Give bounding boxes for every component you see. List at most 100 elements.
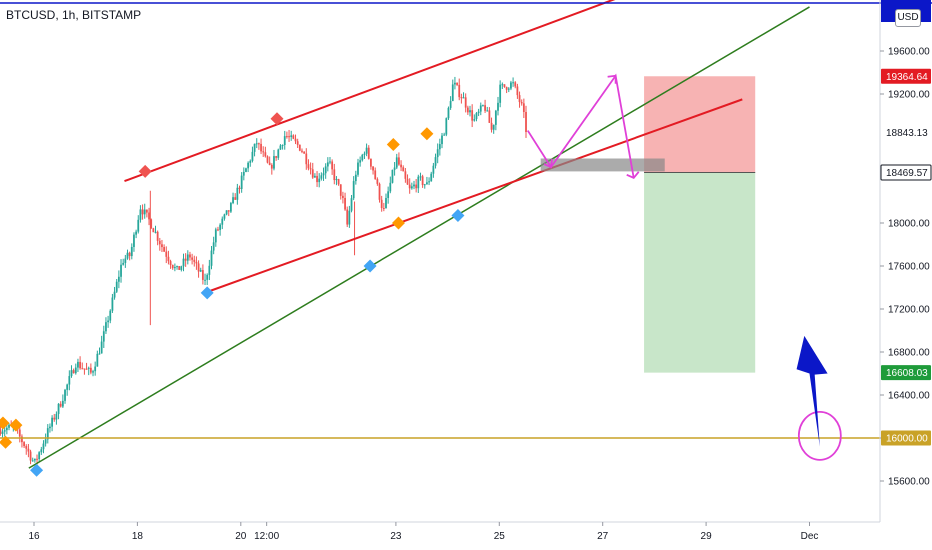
- price-axis[interactable]: 15600.00 16000.00 16400.00 16800.00 17200.00…: [880, 47, 930, 488]
- candle-body: [61, 400, 64, 407]
- x-tick-label: 18: [132, 531, 144, 542]
- candle-body: [193, 259, 196, 262]
- y-tick-label: 19600.00: [888, 47, 930, 58]
- candle-body: [122, 262, 125, 265]
- candle-body: [117, 276, 120, 282]
- candle-body: [281, 144, 284, 146]
- candle-body: [197, 263, 200, 272]
- candle-body: [68, 376, 71, 385]
- currency-button[interactable]: USD: [895, 9, 921, 27]
- red-diamond-marker: [270, 112, 284, 126]
- y-tick-label: 15600.00: [888, 477, 930, 488]
- candle-body: [44, 439, 47, 444]
- candle-body: [232, 197, 234, 204]
- candle-body: [398, 157, 400, 165]
- candle-body: [36, 458, 38, 460]
- stop-loss-zone[interactable]: [644, 76, 756, 173]
- candle-body: [344, 197, 346, 210]
- candle-body: [458, 84, 461, 98]
- candle-body: [484, 105, 486, 111]
- candle-body: [494, 110, 497, 125]
- channel-upper-line[interactable]: [124, 0, 628, 183]
- annotation-layer: [526, 73, 842, 461]
- candle-body: [49, 426, 51, 429]
- candle-body: [423, 184, 426, 186]
- candle-body: [451, 84, 454, 102]
- candle-body: [262, 151, 265, 153]
- candle-body: [406, 178, 409, 185]
- candle-body: [242, 171, 245, 176]
- candle-body: [85, 368, 88, 370]
- candle-body: [72, 370, 75, 374]
- symbol-title[interactable]: BTCUSD, 1h, BITSTAMP: [6, 8, 142, 22]
- orange-diamond-marker: [420, 127, 434, 141]
- blue-diamond-marker: [363, 259, 377, 273]
- candle-body: [395, 157, 398, 168]
- candle-body: [438, 144, 441, 150]
- candle-body: [208, 265, 211, 275]
- candle-body: [305, 153, 308, 165]
- y-tick-label: 16400.00: [888, 391, 930, 402]
- candle-body: [225, 210, 228, 215]
- candle-body: [378, 183, 381, 200]
- candle-body: [150, 219, 153, 229]
- candle-body: [303, 151, 306, 154]
- candle-body: [288, 136, 290, 138]
- candle-body: [415, 184, 418, 189]
- candle-body: [367, 147, 370, 159]
- candle-body: [314, 175, 316, 178]
- candle-body: [53, 417, 56, 420]
- candle-body: [464, 97, 467, 108]
- candle-body: [107, 320, 110, 323]
- blue-diamond-marker: [451, 208, 465, 222]
- candle-body: [59, 403, 62, 407]
- candle-body: [148, 212, 150, 220]
- time-axis[interactable]: 16 18 20 12:00 23 25 27 29 Dec: [28, 522, 818, 542]
- candle-body: [105, 322, 107, 332]
- candle-body: [402, 167, 405, 172]
- candle-body: [516, 86, 519, 96]
- candle-body: [120, 264, 122, 277]
- candle-body: [165, 251, 168, 257]
- candle-body: [342, 195, 344, 198]
- candle-body: [370, 158, 372, 167]
- candle-body: [374, 170, 377, 180]
- candle-body: [100, 341, 103, 354]
- zones-layer: [644, 76, 756, 373]
- candle-body: [266, 156, 269, 163]
- ascending-trendline[interactable]: [28, 6, 810, 469]
- candle-body: [275, 156, 278, 158]
- candle-body: [525, 111, 527, 133]
- candle-body: [245, 168, 247, 172]
- price-tag-label: 19364.64: [886, 72, 928, 83]
- candle-body: [251, 151, 254, 161]
- candle-body: [236, 187, 239, 200]
- candle-body: [70, 370, 73, 377]
- candle-body: [176, 266, 178, 268]
- candle-body: [376, 179, 379, 184]
- candle-body: [204, 279, 206, 281]
- price-tag: 19364.64: [881, 68, 931, 84]
- price-tag: 16608.03: [881, 365, 931, 381]
- candle-body: [8, 424, 10, 428]
- candle-body: [94, 366, 97, 372]
- price-tag: 18469.57: [880, 164, 932, 181]
- candle-body: [171, 264, 174, 269]
- x-tick-label: Dec: [801, 531, 819, 542]
- candle-body: [5, 427, 8, 431]
- take-profit-zone[interactable]: [644, 172, 756, 373]
- candle-body: [25, 446, 28, 449]
- candle-body: [130, 246, 133, 257]
- entry-box[interactable]: [540, 158, 665, 172]
- blue-diamond-marker: [30, 463, 44, 477]
- candle-body: [31, 460, 34, 462]
- candle-body: [89, 367, 92, 373]
- candle-body: [501, 84, 504, 86]
- channel-lower-line[interactable]: [204, 98, 743, 294]
- candle-body: [0, 429, 2, 434]
- candle-body: [329, 161, 331, 163]
- candle-body: [357, 162, 359, 175]
- candle-body: [512, 82, 514, 84]
- candle-body: [234, 197, 237, 200]
